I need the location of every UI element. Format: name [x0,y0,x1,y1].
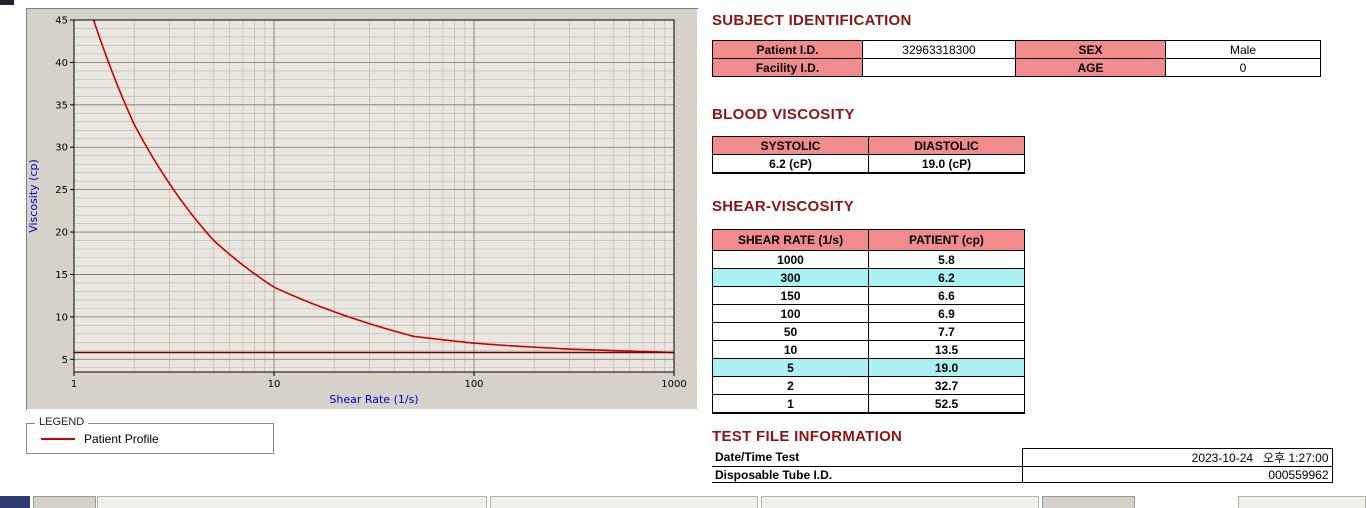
patient-value-cell: 32.7 [868,376,1025,395]
legend-series-label: Patient Profile [84,431,159,446]
facility-id-label: Facility I.D. [712,58,863,77]
window-edge-chip [0,0,14,5]
shear-rate-cell: 2 [712,376,869,395]
systolic-header: SYSTOLIC [712,136,869,155]
svg-text:40: 40 [55,58,68,69]
date-time-test-value: 2023-10-24 오후 1:27:00 [1021,448,1333,467]
patient-cp-header: PATIENT (cp) [868,229,1025,251]
patient-value-cell: 5.8 [868,250,1025,269]
table-row: 10 13.5 [712,340,1025,359]
table-row: 50 7.7 [712,322,1025,341]
table-row: 100 6.9 [712,304,1025,323]
taskbar-item[interactable] [490,496,758,508]
patient-value-cell: 52.5 [868,394,1025,414]
patient-value-cell: 7.7 [868,322,1025,341]
facility-id-value [862,58,1016,77]
svg-text:Viscosity (cp): Viscosity (cp) [27,159,40,233]
table-row: 150 6.6 [712,286,1025,305]
subject-identification-heading: SUBJECT IDENTIFICATION [712,12,912,29]
svg-text:45: 45 [55,16,68,27]
legend-line-swatch [41,437,75,440]
blood-viscosity-heading: BLOOD VISCOSITY [712,106,855,123]
shear-rate-cell: 1000 [712,250,869,269]
disposable-tube-id-label: Disposable Tube I.D. [712,466,1022,483]
shear-rate-cell: 50 [712,322,869,341]
shear-rate-cell: 100 [712,304,869,323]
table-row: Disposable Tube I.D. 000559962 [712,466,1333,483]
patient-id-label: Patient I.D. [712,40,863,59]
taskbar-item[interactable] [1238,496,1366,508]
svg-text:Shear Rate (1/s): Shear Rate (1/s) [329,393,418,406]
svg-text:15: 15 [55,270,68,281]
table-row: 2 32.7 [712,376,1025,395]
table-row: 6.2 (cP) 19.0 (cP) [712,154,1025,174]
diastolic-header: DIASTOLIC [868,136,1025,155]
patient-value-cell: 6.9 [868,304,1025,323]
table-header-row: SHEAR RATE (1/s) PATIENT (cp) [712,229,1025,251]
age-value: 0 [1165,58,1321,77]
blood-viscosity-table: SYSTOLIC DIASTOLIC 6.2 (cP) 19.0 (cP) [712,136,1025,174]
svg-text:30: 30 [55,143,68,154]
shear-rate-cell: 5 [712,358,869,377]
test-file-information-table: Date/Time Test 2023-10-24 오후 1:27:00 Dis… [712,448,1333,483]
test-file-information-heading: TEST FILE INFORMATION [712,428,903,445]
table-row: Date/Time Test 2023-10-24 오후 1:27:00 [712,448,1333,467]
patient-value-cell: 6.6 [868,286,1025,305]
date-time-test-label: Date/Time Test [712,448,1022,467]
taskbar-start-fragment[interactable] [0,496,30,508]
diastolic-value: 19.0 (cP) [868,154,1025,174]
table-row: Patient I.D. 32963318300 SEX Male [712,40,1321,59]
table-row: Facility I.D. AGE 0 [712,58,1321,77]
shear-viscosity-chart: 5 10 15 20 25 30 35 40 45 1 10 100 1000 Shear Rate (1… [27,16,687,407]
table-row: SYSTOLIC DIASTOLIC [712,136,1025,155]
shear-rate-cell: 150 [712,286,869,305]
table-row: 300 6.2 [712,268,1025,287]
legend-box: LEGEND Patient Profile [26,416,274,454]
svg-text:20: 20 [55,228,68,239]
patient-id-value: 32963318300 [862,40,1016,59]
taskbar-item[interactable] [761,496,1039,508]
svg-text:25: 25 [55,185,68,196]
shear-rate-header: SHEAR RATE (1/s) [712,229,869,251]
svg-text:10: 10 [55,312,68,323]
patient-value-cell: 19.0 [868,358,1025,377]
shear-rate-cell: 300 [712,268,869,287]
table-row: 5 19.0 [712,358,1025,377]
systolic-value: 6.2 (cP) [712,154,869,174]
svg-text:10: 10 [268,379,281,390]
sex-label: SEX [1015,40,1166,59]
table-row: 1 52.5 [712,394,1025,414]
chart-panel: 5 10 15 20 25 30 35 40 45 1 10 100 1000 Shear Rate (1… [26,8,698,410]
taskbar-button[interactable] [1042,496,1135,508]
legend-title: LEGEND [35,416,89,428]
table-row: 1000 5.8 [712,250,1025,269]
age-label: AGE [1015,58,1166,77]
shear-rate-cell: 10 [712,340,869,359]
disposable-tube-id-value: 000559962 [1021,466,1333,483]
svg-text:1000: 1000 [661,379,686,390]
shear-viscosity-heading: SHEAR-VISCOSITY [712,198,855,215]
svg-text:1: 1 [71,379,77,390]
svg-text:100: 100 [464,379,483,390]
taskbar-item[interactable] [97,496,487,508]
sex-value: Male [1165,40,1321,59]
patient-value-cell: 6.2 [868,268,1025,287]
svg-text:35: 35 [55,100,68,111]
subject-identification-table: Patient I.D. 32963318300 SEX Male Facili… [712,40,1321,77]
shear-rate-cell: 1 [712,394,869,414]
taskbar-button[interactable] [33,496,96,508]
patient-value-cell: 13.5 [868,340,1025,359]
shear-viscosity-table: SHEAR RATE (1/s) PATIENT (cp) 1000 5.8 3… [712,229,1025,414]
svg-text:5: 5 [62,355,68,366]
